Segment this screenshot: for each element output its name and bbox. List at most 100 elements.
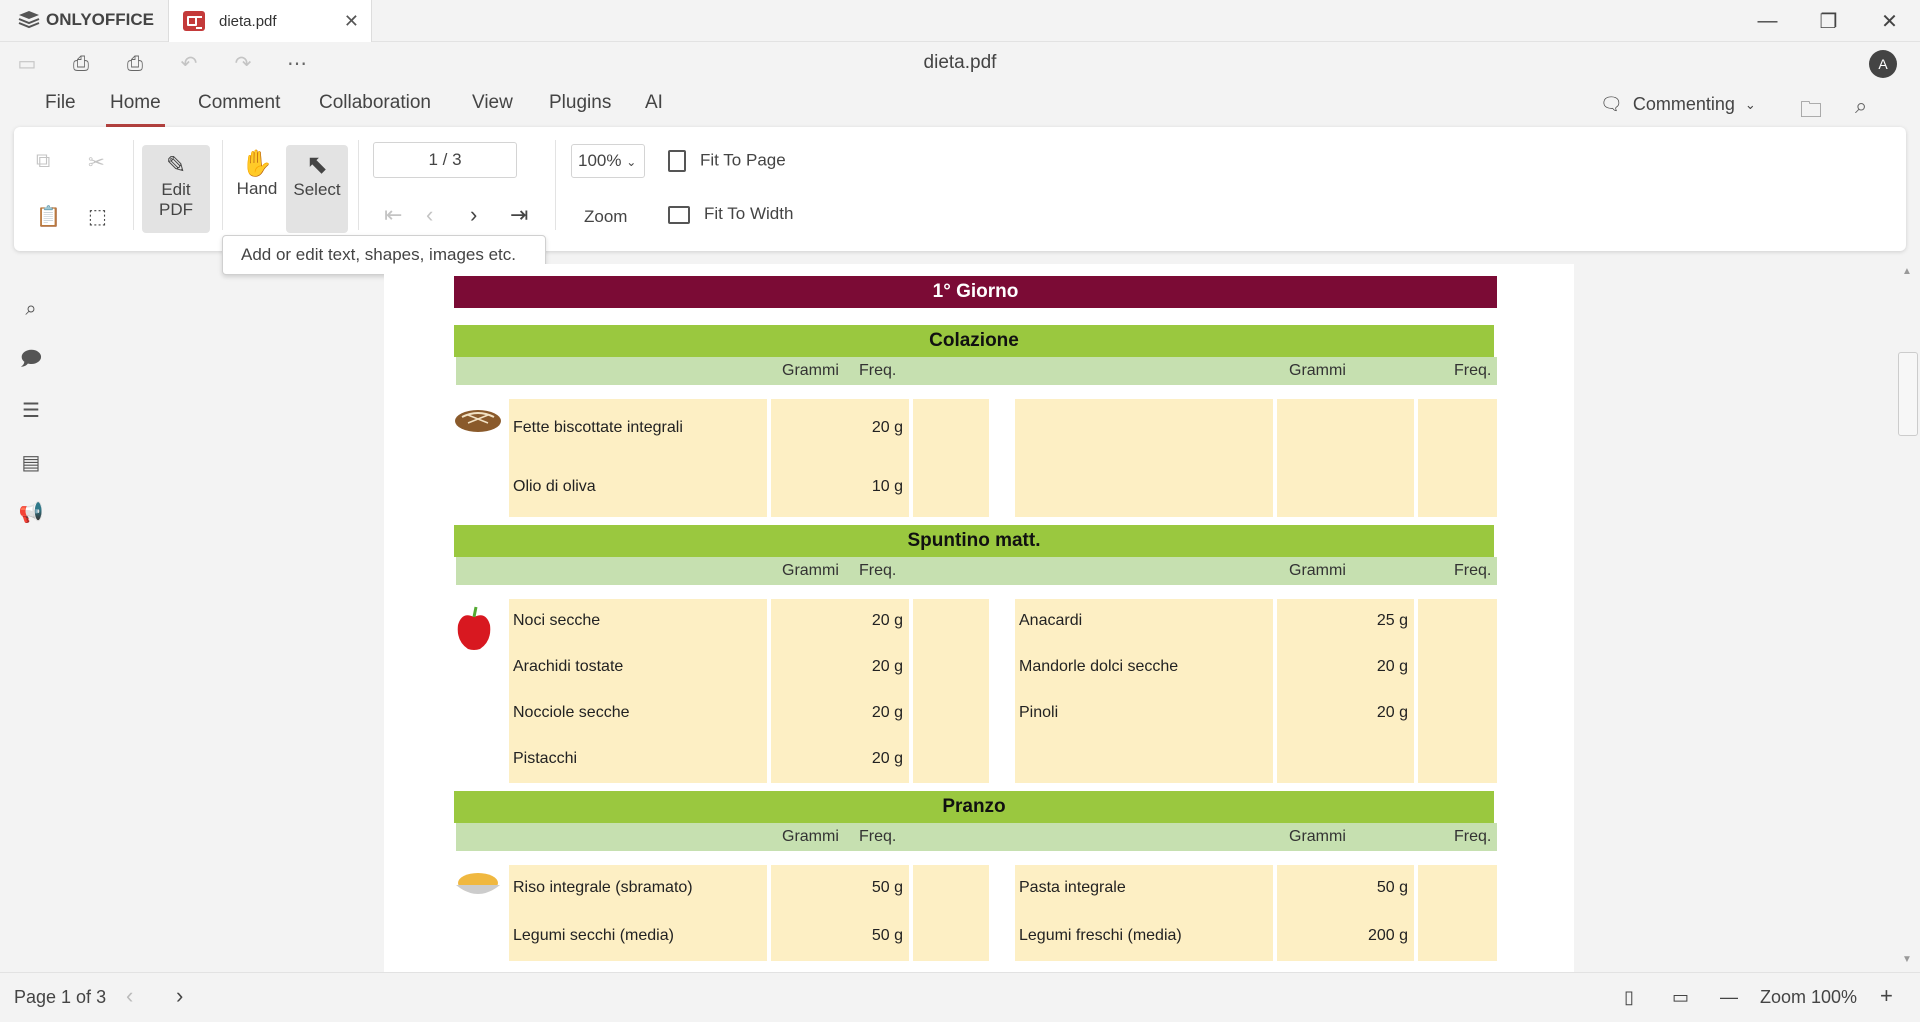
- food-name-column: Riso integrale (sbramato) Legumi secchi (…: [509, 865, 767, 961]
- mode-selector[interactable]: 🗨 Commenting ⌄: [1600, 94, 1756, 115]
- scrollbar-thumb[interactable]: [1898, 352, 1918, 436]
- food-name: Riso integrale (sbramato): [513, 879, 693, 896]
- user-avatar[interactable]: A: [1869, 50, 1897, 78]
- food-name-column: Anacardi Mandorle dolci secche Pinoli: [1015, 599, 1273, 783]
- more-icon[interactable]: ⋯: [287, 53, 307, 75]
- save-icon[interactable]: ▭: [17, 53, 37, 75]
- header-freq: Freq.: [859, 362, 897, 379]
- food-name: Nocciole secche: [513, 704, 630, 721]
- food-grams: 20 g: [1376, 704, 1408, 721]
- freq-column: [913, 599, 989, 783]
- select-all-icon[interactable]: ⬚: [88, 206, 107, 228]
- copy-icon[interactable]: ⧉: [36, 150, 51, 172]
- food-grams: 50 g: [871, 927, 903, 944]
- tab-collaboration[interactable]: Collaboration: [319, 92, 431, 113]
- last-page-icon[interactable]: ⇥: [510, 202, 529, 227]
- next-page-icon[interactable]: ›: [470, 202, 478, 227]
- scroll-down-icon[interactable]: ▼: [1902, 954, 1912, 965]
- food-grams: 200 g: [1367, 927, 1408, 944]
- close-window-button[interactable]: ✕: [1881, 10, 1898, 33]
- rice-bowl-icon: [454, 871, 502, 906]
- fit-to-width-button[interactable]: Fit To Width: [668, 204, 793, 224]
- quick-print-icon[interactable]: ⎙: [127, 53, 143, 75]
- food-name: Arachidi tostate: [513, 658, 624, 675]
- fit-width-status-icon[interactable]: ▭: [1672, 987, 1690, 1007]
- cut-icon[interactable]: ✂: [88, 152, 105, 174]
- headings-icon[interactable]: ☰: [22, 400, 40, 422]
- tab-home[interactable]: Home: [106, 92, 165, 127]
- open-file-location-icon[interactable]: 🗀: [1800, 97, 1823, 122]
- close-tab-icon[interactable]: ✕: [343, 11, 359, 31]
- header-freq: Freq.: [1454, 828, 1492, 845]
- freq-column: [913, 399, 989, 517]
- food-name-column: Pasta integrale Legumi freschi (media): [1015, 865, 1273, 961]
- fit-to-page-button[interactable]: Fit To Page: [668, 150, 786, 172]
- header-freq: Freq.: [859, 828, 897, 845]
- food-grams: 20 g: [871, 658, 903, 675]
- select-tool-button[interactable]: ⬉ Select: [286, 145, 348, 233]
- tab-file[interactable]: File: [45, 92, 76, 113]
- freq-column: [1418, 599, 1497, 783]
- grams-column: [1277, 399, 1414, 517]
- bread-icon: [454, 405, 502, 438]
- column-header-row: Grammi Freq. Grammi Freq.: [456, 823, 1497, 851]
- food-name: Anacardi: [1019, 612, 1083, 629]
- header-freq: Freq.: [1454, 562, 1492, 579]
- search-icon[interactable]: ⌕: [1855, 93, 1868, 118]
- comments-icon[interactable]: 🗩: [19, 348, 43, 370]
- restore-button[interactable]: ❐: [1819, 10, 1838, 33]
- title-bar: ONLYOFFICE dieta.pdf ✕ — ❐ ✕: [0, 0, 1920, 42]
- column-header-row: Grammi Freq. Grammi Freq.: [456, 357, 1497, 385]
- zoom-in-icon[interactable]: +: [1880, 983, 1893, 1008]
- hand-tool-button[interactable]: ✋ Hand: [230, 148, 284, 199]
- food-name: Noci secche: [513, 612, 601, 629]
- zoom-select[interactable]: 100% ⌄: [571, 144, 645, 178]
- food-grams: 20 g: [871, 750, 903, 767]
- grams-column: 50 g 50 g: [771, 865, 909, 961]
- print-icon[interactable]: ⎙: [73, 53, 89, 75]
- paste-icon[interactable]: 📋: [36, 206, 61, 228]
- tab-comment[interactable]: Comment: [198, 92, 281, 113]
- food-name-column: [1015, 399, 1273, 517]
- feedback-icon[interactable]: 📢: [18, 502, 44, 524]
- food-name-column: Fette biscottate integrali Olio di oliva: [509, 399, 767, 517]
- food-grams: 50 g: [871, 879, 903, 896]
- fit-page-status-icon[interactable]: ▯: [1624, 987, 1634, 1007]
- edit-pdf-button[interactable]: ✎ Edit PDF: [142, 145, 210, 233]
- undo-icon[interactable]: ↶: [180, 53, 198, 75]
- thumbnails-icon[interactable]: ▤: [21, 452, 41, 474]
- first-page-icon[interactable]: ⇤: [384, 202, 403, 227]
- food-name-column: Noci secche Arachidi tostate Nocciole secc…: [509, 599, 767, 783]
- prev-page-icon[interactable]: ‹: [126, 983, 134, 1008]
- column-header-row: Grammi Freq. Grammi Freq.: [456, 557, 1497, 585]
- zoom-out-icon[interactable]: —: [1720, 987, 1738, 1007]
- previous-page-icon[interactable]: ‹: [426, 202, 434, 227]
- app-logo: ONLYOFFICE: [18, 10, 154, 30]
- header-freq: Freq.: [1454, 362, 1492, 379]
- minimize-button[interactable]: —: [1757, 9, 1778, 32]
- pdf-file-icon: [183, 11, 205, 31]
- search-icon[interactable]: ⌕: [25, 298, 37, 320]
- select-label: Select: [293, 180, 341, 199]
- food-grams: 10 g: [871, 477, 903, 495]
- vertical-scrollbar[interactable]: ▲ ▼: [1896, 264, 1920, 972]
- hand-label: Hand: [236, 179, 278, 198]
- page-number-input[interactable]: 1 / 3: [373, 142, 517, 178]
- grams-column: 20 g 10 g: [771, 399, 909, 517]
- food-grams: 20 g: [1376, 658, 1408, 675]
- fit-page-label: Fit To Page: [700, 150, 786, 170]
- next-page-icon[interactable]: ›: [176, 983, 184, 1008]
- menu-bar: File Home Comment Collaboration View Plu…: [0, 84, 1920, 127]
- tab-view[interactable]: View: [472, 92, 513, 113]
- freq-column: [1418, 399, 1497, 517]
- tab-ai[interactable]: AI: [645, 92, 663, 113]
- document-tab-label: dieta.pdf: [219, 12, 277, 30]
- tab-plugins[interactable]: Plugins: [549, 92, 612, 113]
- freq-column: [1418, 865, 1497, 961]
- scroll-up-icon[interactable]: ▲: [1902, 266, 1912, 277]
- food-name: Legumi freschi (media): [1019, 927, 1182, 944]
- food-name: Mandorle dolci secche: [1019, 658, 1179, 675]
- redo-icon[interactable]: ↷: [234, 53, 252, 75]
- document-tab[interactable]: dieta.pdf ✕: [168, 0, 372, 42]
- edit-pdf-label-2: PDF: [159, 200, 193, 219]
